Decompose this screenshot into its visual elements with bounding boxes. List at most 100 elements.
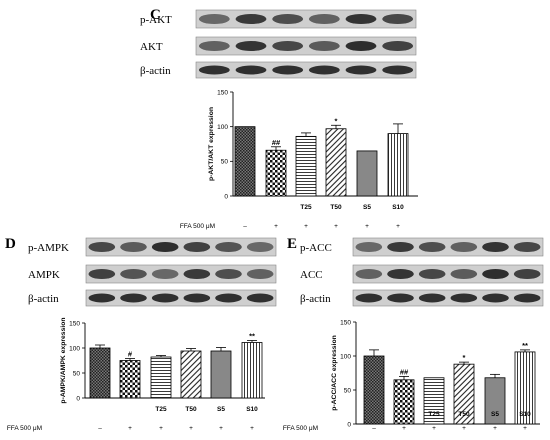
blot-band <box>183 293 211 303</box>
bar <box>363 355 385 425</box>
blot-band <box>418 293 446 303</box>
blot-label: β-actin <box>300 293 331 305</box>
blot-band <box>120 293 147 303</box>
blot-band <box>418 241 446 253</box>
blot-band <box>198 13 230 25</box>
treatment-label: FFA 500 μM <box>180 223 215 230</box>
y-tick-label: 100 <box>69 345 80 352</box>
y-axis-label: p-ACC/ACC expression <box>331 335 338 411</box>
bar <box>265 149 287 197</box>
blot-band <box>151 293 179 303</box>
bar <box>356 150 378 197</box>
blot-band <box>235 13 267 25</box>
bar <box>393 379 415 425</box>
y-tick-label: 100 <box>340 353 351 360</box>
category-label: T50 <box>458 411 470 418</box>
category-label: S10 <box>392 204 404 211</box>
blot-band <box>151 268 179 280</box>
treatment-mark: – <box>243 223 247 230</box>
panel-letter: C <box>150 7 161 23</box>
category-label: T25 <box>300 204 312 211</box>
treatment-mark: + <box>334 223 338 230</box>
blot-label: p-AKT <box>140 14 172 26</box>
blot-label: AKT <box>140 41 163 53</box>
treatment-mark: + <box>189 425 193 432</box>
significance-mark: ** <box>522 341 528 350</box>
significance-mark: ** <box>249 332 255 341</box>
blot-band <box>198 65 230 75</box>
category-label: T25 <box>428 411 440 418</box>
treatment-mark: + <box>274 223 278 230</box>
y-tick-label: 150 <box>69 320 80 327</box>
category-label: S10 <box>519 411 531 418</box>
blot-band <box>272 13 304 25</box>
treatment-mark: + <box>304 223 308 230</box>
blot-band <box>246 293 274 303</box>
treatment-mark: + <box>523 425 527 432</box>
blot-band <box>450 241 478 253</box>
bar <box>89 347 111 399</box>
y-axis-label: p-AKT/AKT expression <box>208 107 215 181</box>
blot-band <box>387 293 414 303</box>
blot-band <box>345 13 377 25</box>
blot-band <box>151 241 179 253</box>
bar <box>295 135 317 197</box>
y-tick-label: 0 <box>76 395 80 402</box>
blot-band <box>183 268 211 280</box>
treatment-mark: + <box>432 425 436 432</box>
blot-band <box>308 65 340 75</box>
bar <box>234 126 256 197</box>
blot-band <box>387 268 414 280</box>
blot-band <box>355 293 383 303</box>
treatment-mark: + <box>159 425 163 432</box>
blot-band <box>235 65 267 75</box>
treatment-mark: + <box>219 425 223 432</box>
significance-mark: * <box>463 353 466 362</box>
category-label: S10 <box>246 406 258 413</box>
y-tick-label: 50 <box>221 159 229 166</box>
blot-band <box>482 268 509 280</box>
blot-band <box>120 241 147 253</box>
blot-band <box>198 40 230 52</box>
blot-band <box>215 293 242 303</box>
significance-mark: * <box>335 116 338 125</box>
treatment-mark: + <box>493 425 497 432</box>
category-label: S5 <box>491 411 499 418</box>
y-tick-label: 100 <box>217 124 228 131</box>
bar <box>325 128 347 197</box>
blot-band <box>345 40 377 52</box>
category-label: T25 <box>155 406 167 413</box>
blot-band <box>355 241 383 253</box>
category-label: T50 <box>330 204 342 211</box>
blot-band <box>513 293 541 303</box>
blot-band <box>482 293 509 303</box>
blot-band <box>382 65 414 75</box>
blot-band <box>272 65 304 75</box>
bar <box>387 133 409 197</box>
blot-band <box>183 241 211 253</box>
panel-letter: D <box>5 236 16 252</box>
blot-label: p-AMPK <box>28 242 69 254</box>
significance-mark: ## <box>400 367 409 376</box>
blot-band <box>272 40 304 52</box>
blot-band <box>482 241 509 253</box>
bar <box>150 356 172 399</box>
treatment-mark: + <box>250 425 254 432</box>
treatment-mark: – <box>98 425 102 432</box>
blot-band <box>235 40 267 52</box>
y-tick-label: 0 <box>224 193 228 200</box>
blot-band <box>513 241 541 253</box>
category-label: S5 <box>217 406 225 413</box>
blot-band <box>345 65 377 75</box>
blot-band <box>215 268 242 280</box>
y-tick-label: 150 <box>217 89 228 96</box>
category-label: S5 <box>363 204 371 211</box>
panel-c: Cp-AKT AKT β-actin 0 50 100 150 p-AKT/AKT expre… <box>140 7 418 230</box>
treatment-mark: + <box>128 425 132 432</box>
treatment-mark: – <box>372 425 376 432</box>
significance-mark: ## <box>272 138 281 147</box>
blot-band <box>382 13 414 25</box>
blot-band <box>308 13 340 25</box>
blot-band <box>215 241 242 253</box>
